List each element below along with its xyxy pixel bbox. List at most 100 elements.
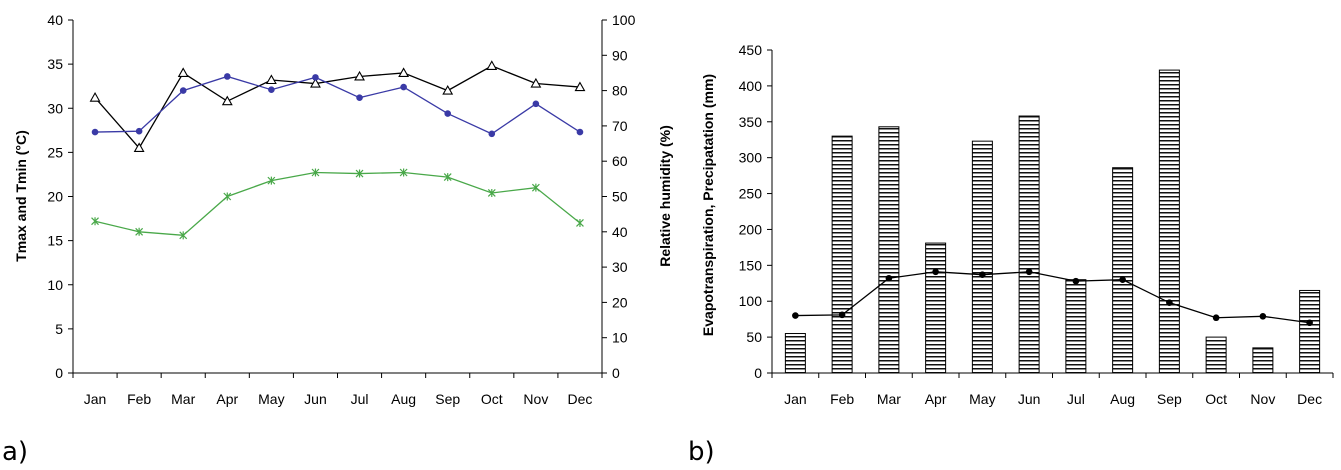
dot-marker bbox=[400, 83, 407, 91]
evapotranspiration-point bbox=[932, 268, 939, 276]
precipitation-bar bbox=[925, 242, 947, 374]
right-y-tick-label: 80 bbox=[612, 83, 628, 99]
x-tick-label: Aug bbox=[1110, 391, 1135, 407]
dot-marker bbox=[488, 130, 496, 138]
left-y-axis-label: Tmax and Tmin (°C) bbox=[13, 130, 29, 262]
axis-ticks: 0 5 10 15 20 25 30 35 40 0 10 20 30 40 50 60 70 80 90 100 Ja… bbox=[47, 12, 635, 407]
series-line-0 bbox=[94, 65, 581, 150]
x-marker bbox=[179, 231, 188, 240]
precipitation-bar bbox=[1112, 167, 1134, 374]
x-tick-label: Jul bbox=[1067, 391, 1085, 407]
x-marker bbox=[355, 169, 364, 178]
left-y-tick-label: 30 bbox=[47, 100, 63, 116]
x-tick-label: Sep bbox=[1157, 391, 1182, 407]
panel-label-a: a) bbox=[2, 437, 28, 467]
dot-marker bbox=[356, 94, 363, 101]
y-tick-label: 150 bbox=[739, 257, 763, 273]
x-marker bbox=[399, 168, 408, 177]
dot-marker bbox=[91, 128, 99, 136]
dot-marker bbox=[223, 73, 231, 80]
precipitation-bar bbox=[1158, 69, 1180, 374]
x-tick-label: Jun bbox=[304, 391, 327, 407]
evapotranspiration-line-path bbox=[795, 271, 1310, 324]
x-marker bbox=[267, 176, 276, 185]
right-y-tick-label: 70 bbox=[612, 118, 628, 134]
x-marker bbox=[135, 227, 144, 236]
evapotranspiration-point bbox=[1119, 276, 1126, 283]
x-tick-label: Jul bbox=[351, 391, 369, 407]
right-y-tick-label: 100 bbox=[612, 12, 636, 28]
x-tick-label: Nov bbox=[1250, 391, 1275, 407]
evapotranspiration-point bbox=[1306, 319, 1313, 327]
y-tick-label: 250 bbox=[739, 186, 763, 202]
evapotranspiration-point bbox=[1166, 299, 1173, 306]
x-tick-label: Dec bbox=[568, 391, 593, 407]
triangle-marker bbox=[574, 81, 586, 92]
series-marks bbox=[89, 60, 586, 240]
triangle-marker bbox=[133, 142, 145, 153]
y-tick-label: 100 bbox=[739, 293, 763, 309]
precipitation-bars bbox=[784, 69, 1321, 374]
triangle-marker bbox=[354, 70, 365, 81]
precipitation-bar bbox=[1065, 279, 1087, 374]
x-tick-label: May bbox=[969, 391, 995, 407]
evapotranspiration-point bbox=[885, 274, 893, 282]
evapotranspiration-line bbox=[792, 268, 1313, 327]
y-tick-label: 200 bbox=[739, 221, 763, 237]
left-y-tick-label: 15 bbox=[47, 233, 63, 249]
right-y-axis-label: Relative humidity (%) bbox=[657, 125, 673, 267]
x-marker bbox=[531, 183, 540, 192]
dot-marker bbox=[268, 86, 275, 94]
evapotranspiration-point bbox=[1212, 314, 1220, 322]
x-marker bbox=[311, 168, 320, 177]
x-marker bbox=[91, 217, 99, 226]
precipitation-bar bbox=[1299, 289, 1321, 374]
x-tick-label: Jan bbox=[84, 391, 107, 407]
panel-label-b: b) bbox=[688, 437, 715, 467]
right-y-tick-label: 90 bbox=[612, 47, 628, 63]
y-tick-label: 0 bbox=[754, 365, 762, 381]
right-y-tick-label: 10 bbox=[612, 330, 628, 346]
evapotranspiration-point bbox=[838, 311, 846, 319]
x-tick-label: Oct bbox=[481, 391, 503, 407]
x-tick-label: Nov bbox=[523, 391, 548, 407]
precipitation-bar bbox=[1252, 347, 1274, 374]
x-tick-label: Jan bbox=[784, 391, 807, 407]
left-y-tick-label: 5 bbox=[55, 321, 63, 337]
triangle-marker bbox=[265, 74, 277, 85]
x-tick-label: Aug bbox=[391, 391, 416, 407]
evapotranspiration-point bbox=[1072, 277, 1080, 285]
x-tick-label: Jun bbox=[1018, 391, 1041, 407]
dot-marker bbox=[576, 128, 584, 136]
x-tick-label: Dec bbox=[1297, 391, 1322, 407]
precipitation-bar bbox=[971, 140, 993, 374]
dot-marker bbox=[135, 127, 143, 135]
triangle-marker bbox=[398, 67, 410, 77]
triangle-marker bbox=[530, 77, 542, 88]
dot-marker bbox=[444, 110, 452, 117]
y-tick-label: 450 bbox=[739, 42, 763, 58]
right-y-tick-label: 40 bbox=[612, 224, 628, 240]
left-y-tick-label: 40 bbox=[47, 12, 63, 28]
x-marker bbox=[443, 173, 452, 182]
evapotranspiration-point bbox=[1259, 312, 1267, 320]
series-line-1 bbox=[95, 75, 581, 135]
left-y-tick-label: 25 bbox=[47, 144, 63, 160]
x-tick-label: Mar bbox=[171, 391, 195, 407]
triangle-marker bbox=[486, 60, 498, 70]
x-tick-label: Apr bbox=[216, 391, 238, 407]
right-y-tick-label: 30 bbox=[612, 259, 628, 275]
x-marker bbox=[487, 188, 496, 197]
precipitation-bar bbox=[784, 333, 806, 374]
dot-marker bbox=[532, 100, 540, 108]
x-marker bbox=[223, 192, 232, 201]
evapotranspiration-precipitation-chart: 0 50 100 150 200 250 300 350 400 450 Jan Feb Mar Apr M… bbox=[688, 42, 1334, 467]
y-tick-label: 300 bbox=[739, 150, 763, 166]
precipitation-bar bbox=[1018, 115, 1040, 374]
y-tick-label: 350 bbox=[739, 114, 763, 130]
precipitation-bar bbox=[878, 126, 900, 374]
temperature-humidity-chart: 0 5 10 15 20 25 30 35 40 0 10 20 30 40 50 60 70 80 90 100 Ja… bbox=[2, 12, 673, 467]
left-y-tick-label: 10 bbox=[47, 277, 63, 293]
right-y-tick-label: 20 bbox=[612, 294, 628, 310]
